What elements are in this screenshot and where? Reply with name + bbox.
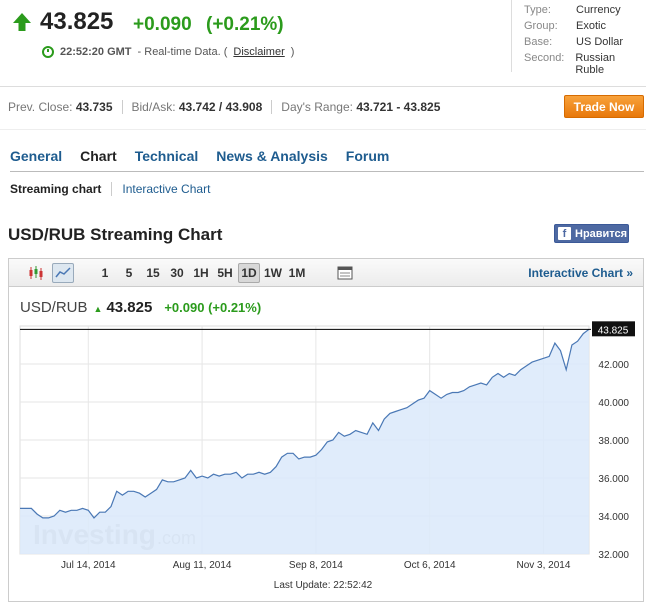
quote-change: +0.090 [133, 14, 192, 35]
clock-icon [42, 46, 54, 58]
facebook-icon: f [558, 227, 571, 240]
up-arrow-icon [13, 13, 31, 31]
last-price-label: 43.825 [598, 325, 629, 336]
prev-close-value: 43.735 [75, 100, 113, 114]
info-key: Base: [524, 36, 553, 48]
info-row-second: Second: Russian Ruble [524, 52, 646, 76]
candlestick-icon[interactable] [25, 263, 47, 283]
divider [271, 100, 273, 114]
info-key: Second: [524, 52, 565, 64]
quote-time: 22:52:20 GMT [60, 46, 132, 58]
divider [121, 100, 123, 114]
last-price-tag [592, 321, 635, 337]
prev-close-label: Prev. Close: [8, 100, 73, 114]
facebook-like-button[interactable]: f Нравится [554, 224, 629, 243]
info-row-type: Type: Currency [524, 4, 646, 20]
y-tick-label: 36.000 [598, 474, 629, 485]
y-tick-label: 34.000 [598, 512, 629, 523]
quote-change-pct: (+0.21%) [206, 14, 284, 35]
main-tabs: General Chart Technical News & Analysis … [10, 148, 407, 164]
interval-15[interactable]: 15 [146, 266, 160, 280]
bidask-value: 43.742 / 43.908 [178, 100, 263, 114]
chart-change: +0.090 (+0.21%) [164, 300, 262, 315]
tab-chart[interactable]: Chart [80, 148, 117, 164]
chart-symbol-row: USD/RUB ▲ 43.825 +0.090 (+0.21%) [20, 299, 261, 316]
series-area [20, 329, 589, 554]
divider [0, 86, 646, 87]
interval-1d[interactable]: 1D [238, 263, 260, 283]
up-triangle-icon: ▲ [93, 304, 103, 314]
interval-5[interactable]: 5 [125, 266, 133, 280]
info-key: Group: [524, 20, 558, 32]
days-range-label: Day's Range: [281, 100, 353, 114]
x-tick-label: Sep 8, 2014 [289, 560, 343, 571]
subtab-streaming-chart[interactable]: Streaming chart [10, 182, 102, 196]
tabs-divider [10, 171, 644, 172]
stats-row: Prev. Close: 43.735 Bid/Ask: 43.742 / 43… [8, 100, 440, 114]
tab-technical[interactable]: Technical [134, 148, 199, 164]
days-range-value: 43.721 - 43.825 [356, 100, 441, 114]
facebook-like-label: Нравится [575, 227, 628, 240]
interval-1h[interactable]: 1H [193, 266, 209, 280]
y-tick-label: 40.000 [598, 398, 629, 409]
disclaimer-link[interactable]: Disclaimer [233, 46, 285, 58]
interval-1w[interactable]: 1W [264, 266, 282, 280]
divider [111, 182, 113, 196]
info-value: Currency [576, 4, 621, 16]
tab-news-analysis[interactable]: News & Analysis [216, 148, 328, 164]
last-update: Last Update: 22:52:42 [273, 580, 373, 591]
interval-1[interactable]: 1 [101, 266, 109, 280]
x-tick-label: Jul 14, 2014 [61, 560, 116, 571]
x-tick-label: Aug 11, 2014 [173, 560, 232, 571]
price-chart: 32.000 34.000 36.000 38.000 40.000 42.000 Jul … [19, 321, 635, 571]
chart-toolbar: 1 5 15 30 1H 5H 1D 1W 1M Interactive Cha… [9, 259, 643, 287]
info-value: Exotic [576, 20, 606, 32]
tab-forum[interactable]: Forum [345, 148, 390, 164]
chart-price: 43.825 [106, 299, 153, 316]
info-row-base: Base: US Dollar [524, 36, 646, 52]
info-key: Type: [524, 4, 551, 16]
y-tick-label: 38.000 [598, 436, 629, 447]
interactive-chart-link[interactable]: Interactive Chart » [528, 266, 633, 280]
info-row-group: Group: Exotic [524, 20, 646, 36]
info-value: US Dollar [576, 36, 624, 48]
subtab-interactive-chart[interactable]: Interactive Chart [122, 182, 211, 196]
close-paren: ) [290, 46, 295, 58]
area-chart-icon[interactable] [52, 263, 74, 283]
instrument-info: Type: Currency Group: Exotic Base: US Dolla… [511, 0, 646, 76]
quote-price: 43.825 [40, 8, 114, 35]
section-title: USD/RUB Streaming Chart [8, 225, 223, 244]
y-tick-label: 42.000 [598, 360, 629, 371]
chart-symbol: USD/RUB [20, 299, 88, 316]
series-line [20, 328, 590, 519]
interval-30[interactable]: 30 [170, 266, 184, 280]
sub-tabs: Streaming chart Interactive Chart [10, 182, 210, 196]
info-value: Russian Ruble [575, 52, 616, 76]
trade-now-button[interactable]: Trade Now [564, 95, 644, 118]
divider [0, 129, 646, 130]
table-icon[interactable] [334, 263, 356, 283]
quote-time-row: 22:52:20 GMT - Real-time Data. ( Disclai… [42, 46, 294, 58]
y-tick-label: 32.000 [598, 550, 629, 561]
interval-1m[interactable]: 1M [288, 266, 306, 280]
bidask-label: Bid/Ask: [131, 100, 176, 114]
data-type-label: - Real-time Data. ( [137, 46, 228, 58]
x-tick-label: Oct 6, 2014 [404, 560, 456, 571]
x-tick-label: Nov 3, 2014 [517, 560, 571, 571]
tab-general[interactable]: General [10, 148, 63, 164]
interval-5h[interactable]: 5H [217, 266, 233, 280]
